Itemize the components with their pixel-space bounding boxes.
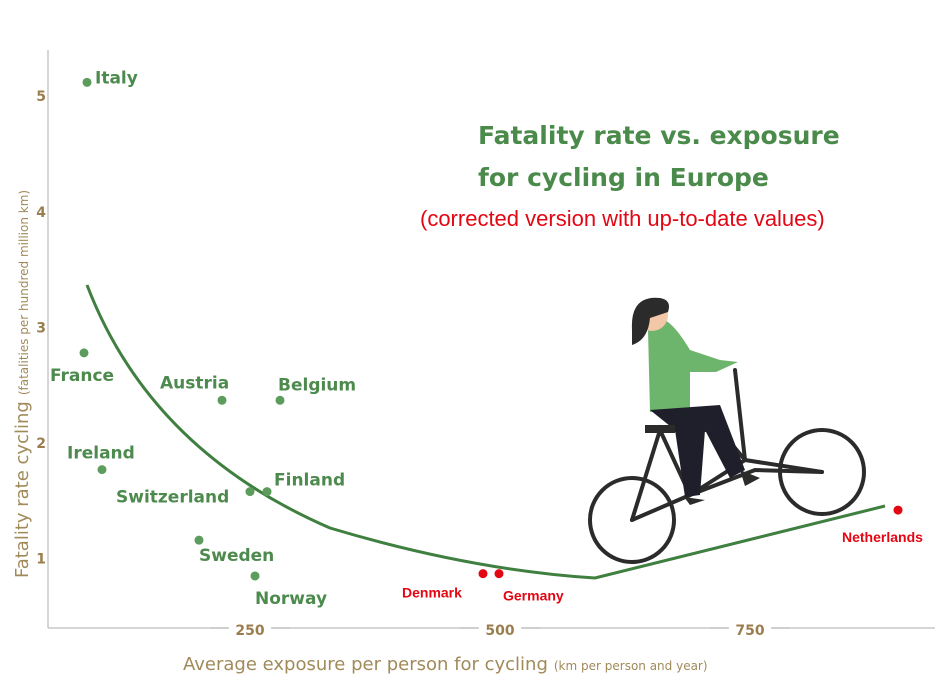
point-label: France	[50, 366, 114, 386]
point	[217, 395, 227, 405]
x-tick-gap	[479, 625, 521, 631]
x-tick-label: 250	[235, 623, 264, 639]
chart-subtitle: (corrected version with up-to-date value…	[420, 206, 825, 231]
y-tick-label: 4	[36, 205, 46, 221]
y-tick-label: 3	[36, 320, 46, 336]
point-label: Netherlands	[842, 529, 923, 545]
y-axis-label: Fatality rate cycling	[12, 401, 33, 578]
point	[82, 77, 92, 87]
x-axis-label: Average exposure per person for cycling	[183, 654, 548, 675]
point-label: Norway	[255, 589, 327, 609]
chart-title: for cycling in Europe	[478, 163, 769, 192]
point-label: Finland	[274, 471, 345, 491]
point-label: Switzerland	[116, 488, 229, 508]
x-tick-gap	[229, 625, 271, 631]
y-tick-label: 5	[36, 89, 46, 105]
point-label: Sweden	[199, 546, 274, 566]
point-label: Italy	[95, 68, 138, 88]
point	[275, 395, 285, 405]
y-axis-note: (fatalities per hundred million km)	[17, 190, 31, 395]
point-label: Ireland	[67, 444, 135, 464]
y-axis-title: Fatality rate cycling (fatalities per hun…	[12, 190, 33, 578]
point-label: Germany	[503, 588, 564, 604]
x-axis-note: (km per person and year)	[554, 659, 708, 673]
point	[478, 569, 488, 579]
point	[194, 535, 204, 545]
point	[79, 348, 89, 358]
point	[893, 505, 903, 515]
x-tick-gap	[729, 625, 771, 631]
trend-curve	[85, 284, 886, 580]
point-label: Austria	[160, 373, 229, 393]
point	[250, 571, 260, 581]
point-label: Denmark	[402, 585, 462, 601]
x-tick-label: 750	[735, 623, 764, 639]
point-label: Belgium	[278, 375, 356, 395]
x-axis-title: Average exposure per person for cycling (…	[183, 654, 708, 675]
y-tick-label: 2	[36, 436, 46, 452]
x-tick-label: 500	[485, 623, 514, 639]
point	[245, 487, 255, 497]
cyclist-illustration	[588, 297, 866, 564]
point	[494, 569, 504, 579]
point	[97, 465, 107, 475]
chart-title: Fatality rate vs. exposure	[478, 121, 840, 150]
point	[262, 487, 272, 497]
y-tick-label: 1	[36, 552, 46, 568]
